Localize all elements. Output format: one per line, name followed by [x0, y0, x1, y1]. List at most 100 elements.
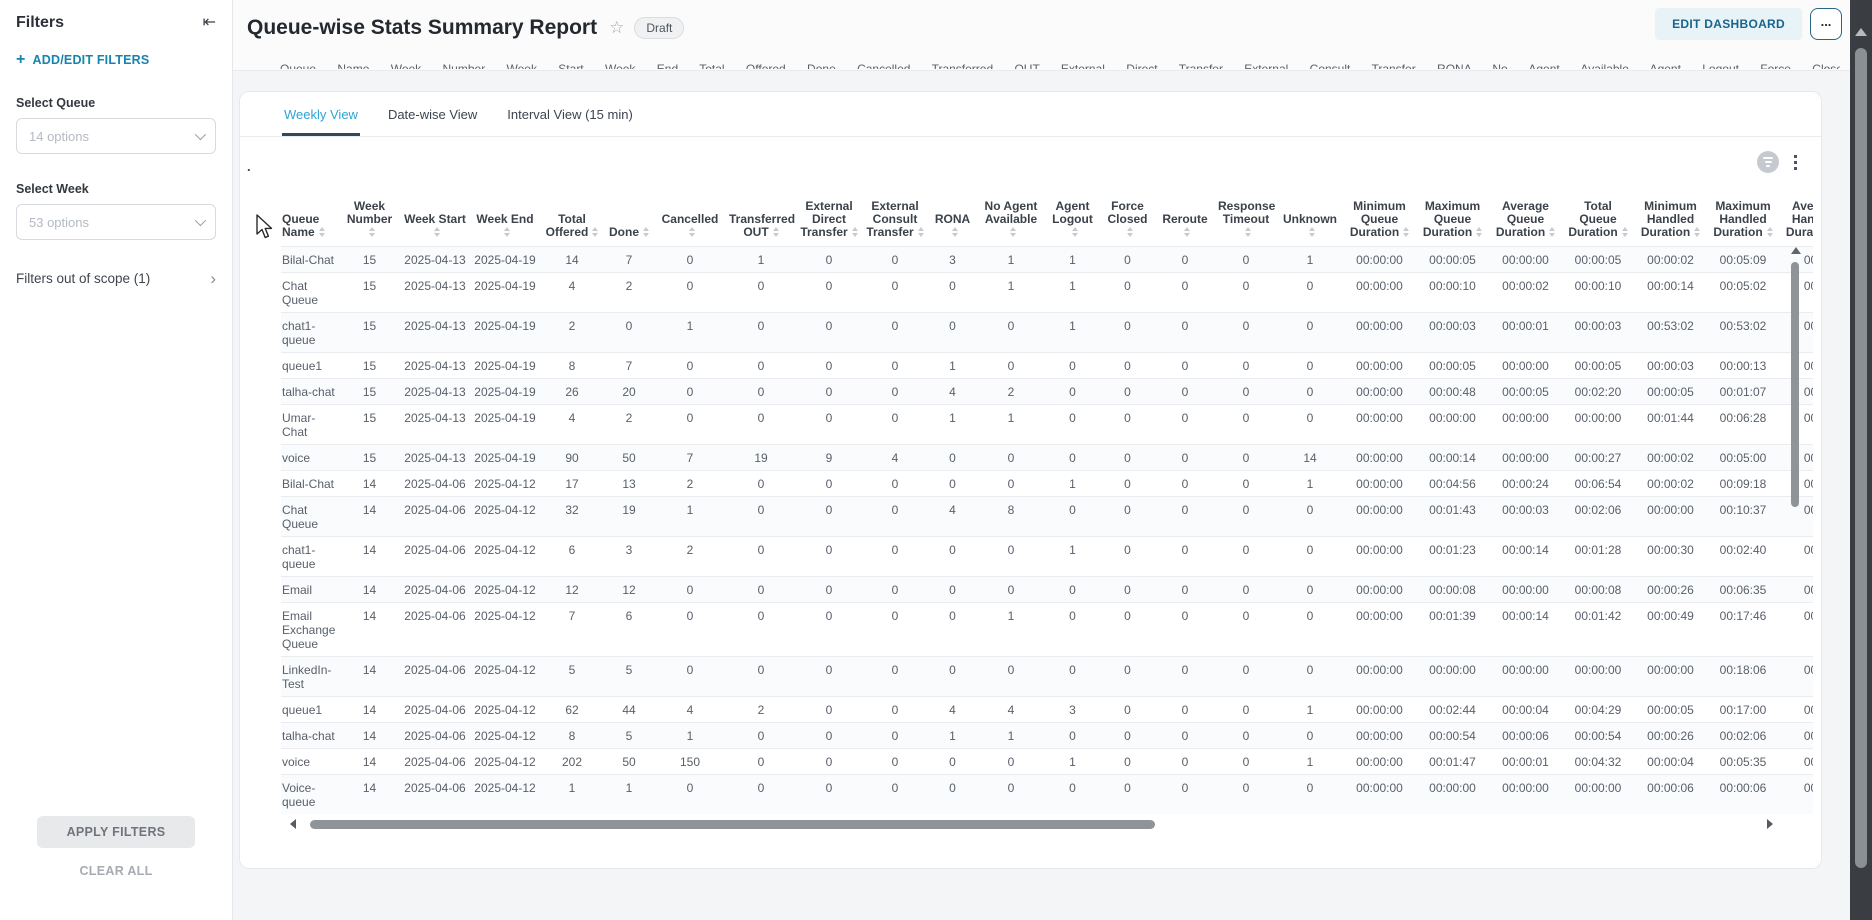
column-header-rona[interactable]: RONA: [928, 196, 977, 247]
table-row: Email Exchange Queue 14 2025-04-06 2025-04-…: [281, 602, 1813, 657]
cell-week-end: 2025-04-12: [474, 543, 536, 557]
table-header-row: Queue Name Week Number Week Start Week End T…: [281, 196, 1813, 247]
edit-dashboard-button[interactable]: EDIT DASHBOARD: [1655, 8, 1802, 40]
tab-interval-view-15-min[interactable]: Interval View (15 min): [507, 107, 633, 122]
horizontal-scroll-thumb[interactable]: [310, 819, 1155, 829]
cell-transferred-out: 0: [757, 477, 765, 491]
table-row: Chat Queue 15 2025-04-13 2025-04-19 4 2 0 0 0 0 0 1…: [281, 272, 1813, 313]
table-row: queue1 14 2025-04-06 2025-04-12 62 44 4 2 0 0 4 4 3 0…: [281, 696, 1813, 723]
report-header: Queue-wise Stats Summary Report ☆ Draft …: [233, 0, 1850, 71]
queue-select[interactable]: 14 options: [16, 118, 216, 154]
tab-date-wise-view[interactable]: Date-wise View: [387, 107, 478, 122]
column-header-minimum-handled-duration[interactable]: Minimum Handled Duration: [1634, 196, 1707, 247]
collapse-sidebar-icon[interactable]: ⇤: [202, 14, 216, 31]
favorite-star-icon[interactable]: ☆: [609, 18, 625, 37]
cell-external-direct-transfer: 0: [825, 543, 833, 557]
cell-external-consult-transfer: 0: [891, 385, 899, 399]
column-header-response-timeout[interactable]: Response Timeout: [1215, 196, 1277, 247]
scroll-up-arrow[interactable]: [1791, 247, 1801, 254]
cell-week-number: 14: [362, 583, 377, 597]
cell-total-queue-duration: 00:00:00: [1574, 411, 1622, 425]
column-header-no-agent-available[interactable]: No Agent Available: [977, 196, 1045, 247]
scroll-right-arrow[interactable]: [1767, 819, 1773, 829]
cell-maximum-handled-duration: 00:17:00: [1719, 703, 1767, 717]
cell-week-number: 14: [362, 703, 377, 717]
cell-average-handled-duration: 00:0: [1803, 781, 1813, 795]
column-header-average-handled-duration[interactable]: Average Handled Duration: [1779, 196, 1813, 247]
column-header-queue-name[interactable]: Queue Name: [281, 196, 339, 247]
cell-rona: 4: [949, 503, 956, 517]
cell-minimum-handled-duration: 00:00:26: [1647, 583, 1694, 597]
column-header-week-end[interactable]: Week End: [470, 196, 540, 247]
cell-force-closed: 0: [1124, 609, 1131, 623]
apply-filters-button[interactable]: APPLY FILTERS: [37, 816, 195, 848]
cell-response-timeout: 0: [1242, 543, 1250, 557]
clear-all-button[interactable]: CLEAR ALL: [79, 864, 153, 878]
column-header-agent-logout[interactable]: Agent Logout: [1045, 196, 1100, 247]
cell-rona: 3: [949, 253, 956, 267]
column-header-force-closed[interactable]: Force Closed: [1100, 196, 1155, 247]
kebab-menu-icon[interactable]: [1792, 153, 1799, 172]
column-header-unknown[interactable]: Unknown: [1277, 196, 1343, 247]
column-header-external-consult-transfer[interactable]: External Consult Transfer: [862, 196, 928, 247]
filters-out-of-scope-row[interactable]: Filters out of scope (1) ›: [16, 270, 216, 287]
cell-agent-logout: 0: [1069, 503, 1076, 517]
column-header-total-queue-duration[interactable]: Total Queue Duration: [1562, 196, 1634, 247]
filter-icon[interactable]: [1757, 151, 1779, 173]
report-widget-card: Weekly View Date-wise View Interval View (…: [239, 91, 1822, 869]
horizontal-scroll-track[interactable]: [302, 819, 1761, 829]
cell-response-timeout: 0: [1242, 279, 1250, 293]
add-edit-filters-button[interactable]: + ADD/EDIT FILTERS: [16, 52, 216, 68]
tab-weekly-view[interactable]: Weekly View: [282, 92, 360, 136]
cell-week-end: 2025-04-19: [474, 279, 536, 293]
cell-external-consult-transfer: 0: [891, 477, 899, 491]
cell-minimum-handled-duration: 00:00:14: [1647, 279, 1694, 293]
cell-minimum-handled-duration: 00:00:02: [1647, 477, 1694, 491]
cell-reroute: 0: [1181, 729, 1189, 743]
cell-total-queue-duration: 00:02:20: [1574, 385, 1622, 399]
column-header-week-number[interactable]: Week Number: [339, 196, 400, 247]
column-header-cancelled[interactable]: Cancelled: [654, 196, 726, 247]
cell-response-timeout: 0: [1242, 755, 1250, 769]
column-header-week-start[interactable]: Week Start: [400, 196, 470, 247]
cell-cancelled: 4: [686, 703, 694, 717]
column-header-maximum-queue-duration[interactable]: Maximum Queue Duration: [1422, 199, 1483, 239]
column-header-maximum-handled-duration[interactable]: Maximum Handled Duration: [1713, 199, 1773, 239]
table-row: queue1 15 2025-04-13 2025-04-19 8 7 0 0 0 0 1 0 0 0 0 0…: [281, 352, 1813, 379]
cell-total-queue-duration: 00:06:54: [1574, 477, 1622, 491]
column-header-done[interactable]: Done: [604, 196, 654, 247]
week-select[interactable]: 53 options: [16, 204, 216, 240]
column-header-average-queue-duration[interactable]: Average Queue Duration: [1489, 196, 1562, 247]
cell-maximum-handled-duration: 00:05:00: [1719, 451, 1767, 465]
cell-week-number: 14: [362, 609, 377, 623]
cell-no-agent-available: 0: [1007, 755, 1015, 769]
cell-cancelled: 0: [686, 385, 694, 399]
cell-external-consult-transfer: 0: [891, 583, 899, 597]
scroll-left-arrow[interactable]: [290, 819, 296, 829]
cell-week-number: 14: [362, 477, 377, 491]
cell-cancelled: 1: [686, 729, 694, 743]
column-header-minimum-queue-duration[interactable]: Minimum Queue Duration: [1343, 196, 1416, 247]
sort-icon: [504, 227, 510, 237]
cell-no-agent-available: 8: [1007, 503, 1015, 517]
vertical-scroll-thumb[interactable]: [1791, 262, 1799, 507]
cell-no-agent-available: 0: [1007, 543, 1015, 557]
cell-minimum-queue-duration: 00:00:00: [1356, 451, 1403, 465]
cell-minimum-queue-duration: 00:00:00: [1356, 319, 1403, 333]
cell-no-agent-available: 1: [1007, 253, 1015, 267]
column-header-reroute[interactable]: Reroute: [1155, 196, 1215, 247]
cell-done: 3: [625, 543, 633, 557]
cell-force-closed: 0: [1124, 451, 1131, 465]
more-options-button[interactable]: ...: [1810, 8, 1842, 40]
cell-reroute: 0: [1181, 451, 1189, 465]
page-scroll-up-arrow[interactable]: [1855, 28, 1867, 36]
cell-transferred-out: 0: [757, 385, 765, 399]
cell-cancelled: 2: [686, 477, 694, 491]
column-header-external-direct-transfer[interactable]: External Direct Transfer: [796, 196, 862, 247]
cell-total-offered: 7: [568, 609, 576, 623]
page-scroll-thumb[interactable]: [1855, 48, 1867, 868]
cell-agent-logout: 1: [1069, 755, 1076, 769]
column-header-transferred-out[interactable]: Transferred OUT: [729, 212, 796, 239]
cell-week-number: 15: [362, 359, 377, 373]
column-header-total-offered[interactable]: Total Offered: [540, 196, 604, 247]
